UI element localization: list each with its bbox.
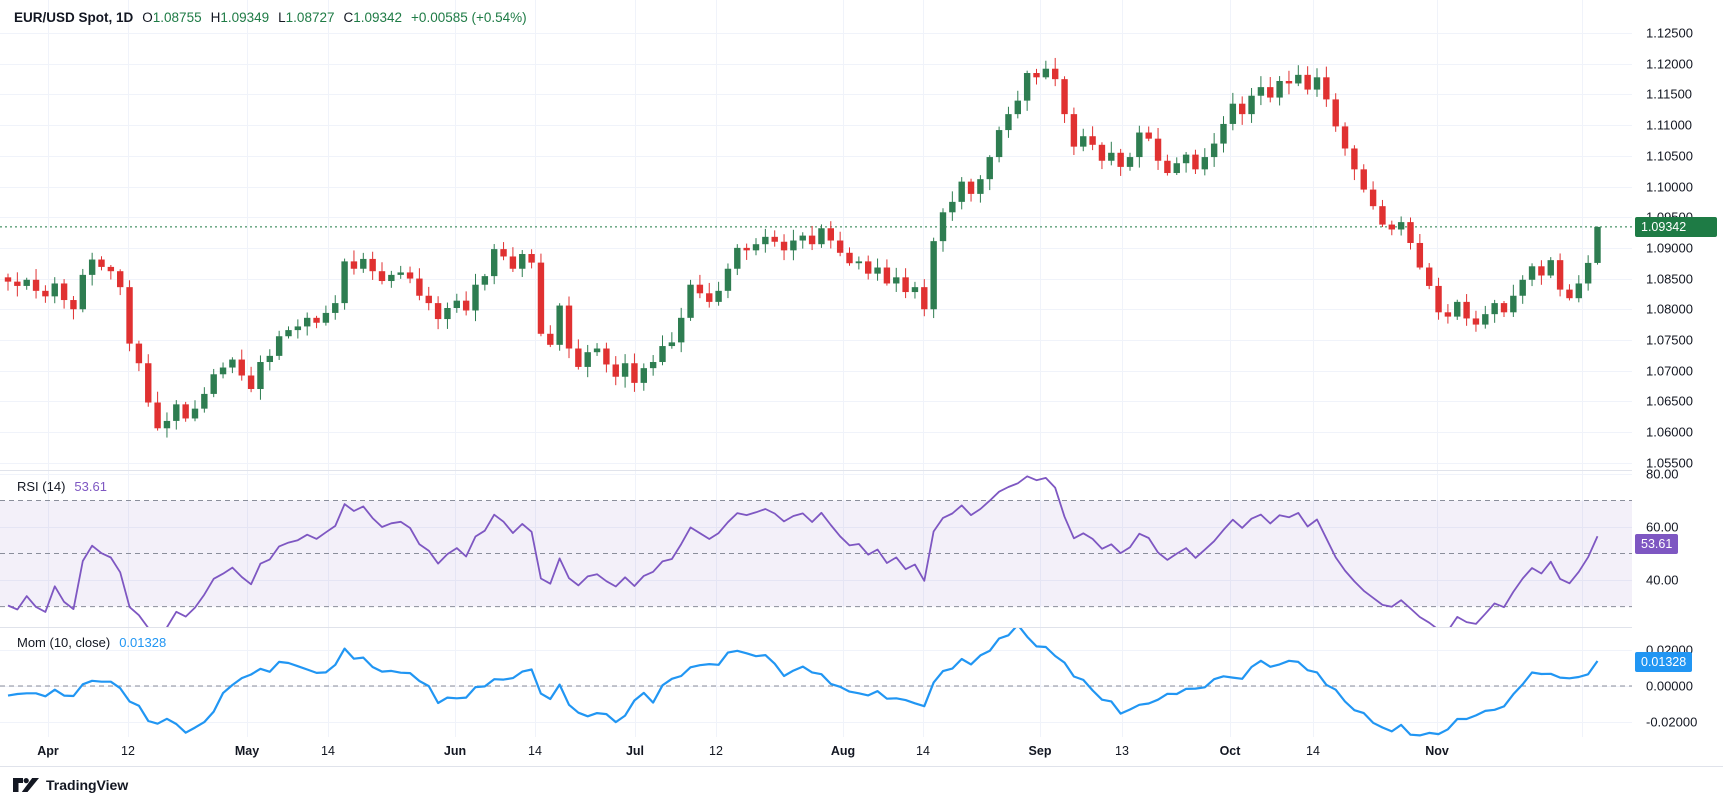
time-label: 14 [321,744,335,758]
price-scale[interactable]: 1.09342 53.61 0.01328 1.12500 1.12000 1.11… [1632,0,1723,766]
time-label: 14 [1306,744,1320,758]
ohlc-low: L1.08727 [278,10,335,25]
price-tick: 1.12500 [1646,25,1693,41]
momentum-line [7,628,1599,737]
symbol-title: EUR/USD Spot, 1D [14,10,134,25]
rsi-tick: 80.00 [1646,466,1679,482]
time-label: Sep [1028,744,1052,758]
momentum-tick: -0.02000 [1646,714,1698,730]
time-label: Jun [443,744,467,758]
price-tick: 1.07500 [1646,332,1693,348]
candlestick-series [4,57,1601,438]
tradingview-brand-text[interactable]: TradingView [46,777,129,793]
price-tick: 1.06000 [1646,424,1693,440]
momentum-value: 0.01328 [119,635,167,650]
tradingview-logo-icon[interactable] [13,777,39,793]
momentum-label: Mom (10, close) [17,635,111,650]
time-label: 12 [121,744,135,758]
rsi-value-badge: 53.61 [1635,533,1679,554]
price-tick: 1.10500 [1646,148,1693,164]
price-tick: 1.09000 [1646,240,1693,256]
price-tick: 1.08000 [1646,301,1693,317]
time-label: May [234,744,260,758]
time-label: Nov [1425,744,1449,758]
price-tick: 1.05500 [1646,455,1693,471]
time-label: Oct [1219,744,1241,758]
footer-divider [0,766,1723,767]
time-label: Aug [830,744,856,758]
symbol-legend[interactable]: EUR/USD Spot, 1D O1.08755 H1.09349 L1.08… [14,9,527,27]
price-tick: 1.11000 [1646,117,1693,133]
ohlc-high: H1.09349 [210,10,270,25]
footer: TradingView [0,767,1723,803]
time-label: Jul [625,744,645,758]
time-scale[interactable]: Apr 12 May 14 Jun 14 Jul 12 Aug 14 Sep 13 Oct 14 Nov [0,737,1723,766]
price-tick: 1.06500 [1646,393,1693,409]
momentum-value-badge: 0.01328 [1635,652,1693,673]
momentum-tick: 0.00000 [1646,678,1693,694]
rsi-tick: 40.00 [1646,572,1679,588]
rsi-line [7,475,1599,627]
gridlines [0,0,1632,737]
price-tick: 1.10000 [1646,179,1693,195]
time-label: 14 [528,744,542,758]
rsi-tick: 60.00 [1646,519,1679,535]
pane-divider-rsi-mom[interactable] [0,627,1723,628]
price-tick: 1.07000 [1646,363,1693,379]
last-price-badge: 1.09342 [1635,216,1717,237]
time-label: 13 [1115,744,1129,758]
rsi-label: RSI (14) [17,479,66,494]
ohlc-open: O1.08755 [142,10,202,25]
momentum-legend[interactable]: Mom (10, close) 0.01328 [17,635,166,650]
price-tick: 1.08500 [1646,271,1693,287]
pane-divider-price-rsi[interactable] [0,470,1723,471]
time-label: Apr [37,744,59,758]
ohlc-close: C1.09342 [343,10,403,25]
chart-canvas[interactable] [0,0,1632,766]
change-readout: +0.00585 (+0.54%) [411,10,527,25]
price-tick: 1.11500 [1646,86,1693,102]
time-label: 14 [916,744,930,758]
rsi-legend[interactable]: RSI (14) 53.61 [17,479,107,494]
time-label: 12 [709,744,723,758]
price-tick: 1.12000 [1646,56,1693,72]
rsi-value: 53.61 [74,479,107,494]
